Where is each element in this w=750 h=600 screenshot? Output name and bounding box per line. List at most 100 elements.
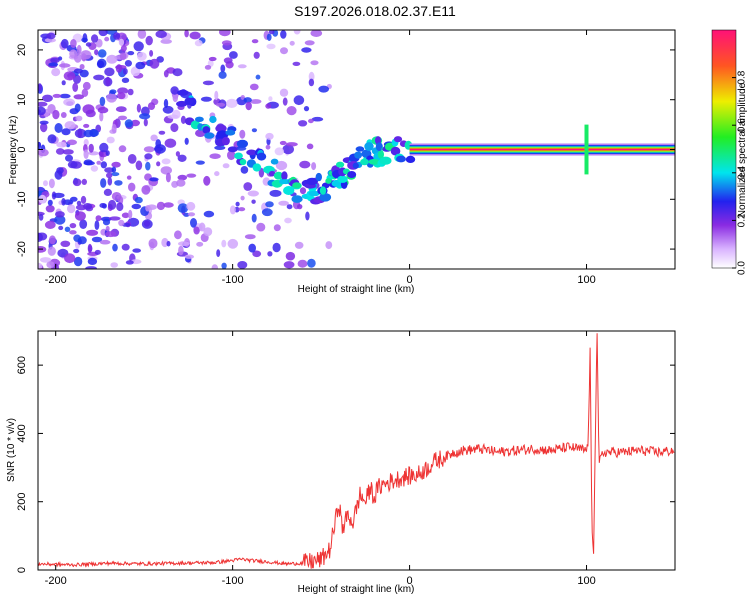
x-tick-label: 100 bbox=[577, 575, 595, 587]
heatmap-noise-blob bbox=[64, 226, 71, 232]
heatmap-noise-blob bbox=[114, 180, 123, 186]
heatmap-noise-blob bbox=[76, 44, 82, 55]
heatmap-noise-blob bbox=[240, 195, 245, 201]
heatmap-noise-blob bbox=[38, 232, 43, 242]
heatmap-noise-blob bbox=[38, 83, 43, 92]
heatmap-noise-blob bbox=[229, 51, 238, 59]
colorbar-tick-label: 0.8 bbox=[737, 70, 748, 84]
heatmap-trace-blob bbox=[291, 195, 303, 203]
heatmap-noise-blob bbox=[240, 166, 249, 174]
heatmap-noise-blob bbox=[251, 213, 257, 223]
heatmap-noise-blob bbox=[149, 58, 160, 69]
heatmap-noise-blob bbox=[106, 136, 115, 144]
colorbar-tick-label: 0.4 bbox=[737, 165, 748, 179]
heatmap-noise-blob bbox=[60, 240, 71, 247]
heatmap-carrier-band bbox=[409, 149, 675, 150]
heatmap-noise-blob bbox=[94, 220, 100, 231]
heatmap-noise-blob bbox=[77, 128, 83, 138]
heatmap-noise-blob bbox=[79, 219, 88, 229]
heatmap-noise-blob bbox=[145, 205, 151, 212]
heatmap-noise-blob bbox=[58, 63, 71, 68]
heatmap-noise-blob bbox=[283, 261, 295, 269]
heatmap-noise-blob bbox=[86, 229, 99, 236]
heatmap-noise-blob bbox=[278, 200, 289, 206]
heatmap-noise-blob bbox=[104, 67, 115, 77]
heatmap-noise-blob bbox=[61, 80, 66, 86]
heatmap-trace-blob bbox=[246, 149, 257, 156]
heatmap-noise-blob bbox=[135, 61, 146, 70]
heatmap-noise-blob bbox=[245, 101, 252, 111]
heatmap-noise-blob bbox=[203, 175, 211, 186]
heatmap-noise-blob bbox=[64, 253, 76, 264]
heatmap-noise-blob bbox=[44, 37, 57, 43]
heatmap-noise-blob bbox=[155, 30, 167, 38]
heatmap-noise-blob bbox=[46, 261, 55, 269]
heatmap-noise-blob bbox=[115, 106, 127, 113]
heatmap-noise-blob bbox=[195, 160, 205, 165]
heatmap-noise-blob bbox=[106, 172, 113, 179]
heatmap-noise-blob bbox=[299, 187, 307, 195]
heatmap-noise-blob bbox=[214, 145, 226, 150]
heatmap-noise-blob bbox=[178, 241, 190, 247]
heatmap-noise-blob bbox=[38, 148, 49, 157]
heatmap-noise-blob bbox=[325, 241, 333, 250]
heatmap-noise-blob bbox=[184, 137, 189, 145]
heatmap-noise-blob bbox=[72, 178, 82, 187]
heatmap-noise-blob bbox=[299, 160, 311, 169]
heatmap-noise-blob bbox=[82, 81, 91, 91]
snr-marks bbox=[38, 333, 675, 569]
heatmap-noise-blob bbox=[280, 30, 287, 39]
heatmap-noise-blob bbox=[81, 37, 88, 43]
heatmap-noise-blob bbox=[52, 109, 60, 120]
heatmap-noise-blob bbox=[223, 57, 233, 64]
heatmap-noise-blob bbox=[127, 154, 137, 164]
heatmap-noise-blob bbox=[63, 98, 75, 106]
heatmap-noise-blob bbox=[119, 52, 127, 61]
heatmap-noise-blob bbox=[91, 236, 103, 243]
heatmap-trace-blob bbox=[325, 178, 332, 184]
heatmap-trace-blob bbox=[283, 186, 295, 195]
heatmap-trace-blob bbox=[292, 182, 302, 189]
heatmap-noise-blob bbox=[124, 60, 132, 67]
heatmap-noise-blob bbox=[219, 30, 231, 37]
heatmap-noise-blob bbox=[240, 95, 245, 100]
heatmap-trace-blob bbox=[221, 136, 230, 146]
heatmap-trace-blob bbox=[360, 158, 369, 166]
snr-series-line bbox=[38, 333, 675, 569]
heatmap-noise-blob bbox=[194, 39, 203, 47]
x-tick-label: 0 bbox=[407, 575, 413, 587]
heatmap-trace-blob bbox=[204, 132, 215, 139]
heatmap-noise-blob bbox=[109, 89, 117, 94]
heatmap-noise-blob bbox=[76, 200, 82, 206]
heatmap-noise-blob bbox=[100, 178, 107, 188]
heatmap-noise-blob bbox=[117, 115, 128, 121]
colorbar-tick-label: 0.0 bbox=[737, 261, 748, 275]
heatmap-noise-blob bbox=[105, 225, 110, 232]
heatmap-noise-blob bbox=[310, 60, 319, 66]
y-tick-label: 10 bbox=[16, 94, 28, 106]
heatmap-noise-blob bbox=[83, 149, 89, 159]
heatmap-noise-blob bbox=[104, 36, 110, 42]
heatmap-trace-blob bbox=[354, 151, 362, 159]
heatmap-noise-blob bbox=[166, 240, 171, 247]
snr-xlabel: Height of straight line (km) bbox=[298, 584, 415, 595]
heatmap-noise-blob bbox=[67, 160, 78, 169]
heatmap-noise-blob bbox=[251, 128, 257, 133]
heatmap-noise-blob bbox=[248, 243, 256, 253]
heatmap-noise-blob bbox=[249, 99, 262, 104]
heatmap-noise-blob bbox=[203, 227, 213, 237]
heatmap-noise-blob bbox=[145, 161, 151, 171]
heatmap-noise-blob bbox=[303, 106, 310, 112]
heatmap-noise-blob bbox=[38, 213, 44, 221]
heatmap-noise-blob bbox=[39, 120, 49, 125]
y-tick-label: 200 bbox=[16, 493, 28, 511]
heatmap-noise-blob bbox=[121, 212, 130, 219]
heatmap-noise-blob bbox=[127, 88, 134, 96]
heatmap-noise-blob bbox=[286, 204, 293, 210]
heatmap-noise-blob bbox=[118, 219, 125, 227]
heatmap-noise-blob bbox=[126, 175, 132, 180]
heatmap-noise-blob bbox=[265, 132, 274, 140]
heatmap-noise-blob bbox=[62, 149, 74, 155]
heatmap-trace-blob bbox=[364, 142, 374, 151]
heatmap-noise-blob bbox=[147, 102, 156, 110]
